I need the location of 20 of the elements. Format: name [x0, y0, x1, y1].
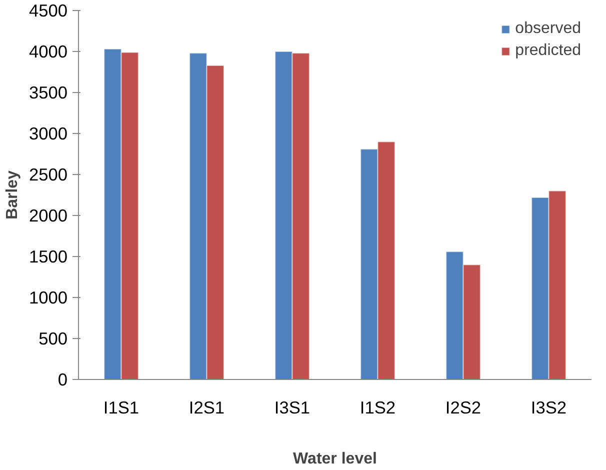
y-tick-label: 2500	[28, 164, 68, 184]
y-tick-label: 0	[58, 370, 68, 390]
y-tick-label: 1500	[28, 246, 68, 266]
y-tick-label: 3000	[28, 124, 68, 144]
y-tick-label: 4000	[28, 42, 68, 62]
y-tick-label: 1000	[28, 288, 68, 308]
y-tick-label: 500	[38, 328, 68, 348]
x-tick-label: I1S2	[360, 398, 396, 418]
y-tick-label: 3500	[28, 82, 68, 102]
x-axis-title: Water level	[293, 450, 377, 468]
x-tick-label: I2S2	[445, 398, 482, 418]
y-axis-title: Barley	[4, 170, 21, 220]
x-tick-label: I1S1	[103, 398, 140, 418]
y-tick-label: 2000	[28, 206, 68, 226]
legend-label: predicted	[515, 42, 581, 60]
x-tick-label: I3S1	[274, 398, 310, 418]
legend-label: observed	[515, 20, 581, 38]
x-tick-label: I2S1	[188, 398, 225, 418]
x-tick-label: I3S2	[530, 398, 567, 418]
y-tick-label: 4500	[28, 0, 68, 20]
